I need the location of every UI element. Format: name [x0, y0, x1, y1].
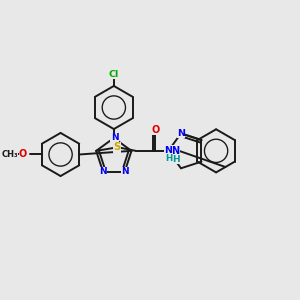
Text: O: O	[19, 149, 27, 160]
Text: O: O	[151, 125, 159, 135]
Text: S: S	[113, 142, 121, 152]
Text: N: N	[111, 133, 118, 142]
Text: H: H	[165, 154, 172, 163]
Text: N: N	[164, 146, 172, 155]
Text: CH₃: CH₃	[1, 150, 18, 159]
Text: N: N	[121, 167, 129, 176]
Text: Cl: Cl	[109, 70, 119, 79]
Text: N: N	[171, 146, 180, 156]
Text: N: N	[99, 167, 107, 176]
Text: N: N	[177, 129, 185, 138]
Text: H: H	[172, 155, 179, 164]
